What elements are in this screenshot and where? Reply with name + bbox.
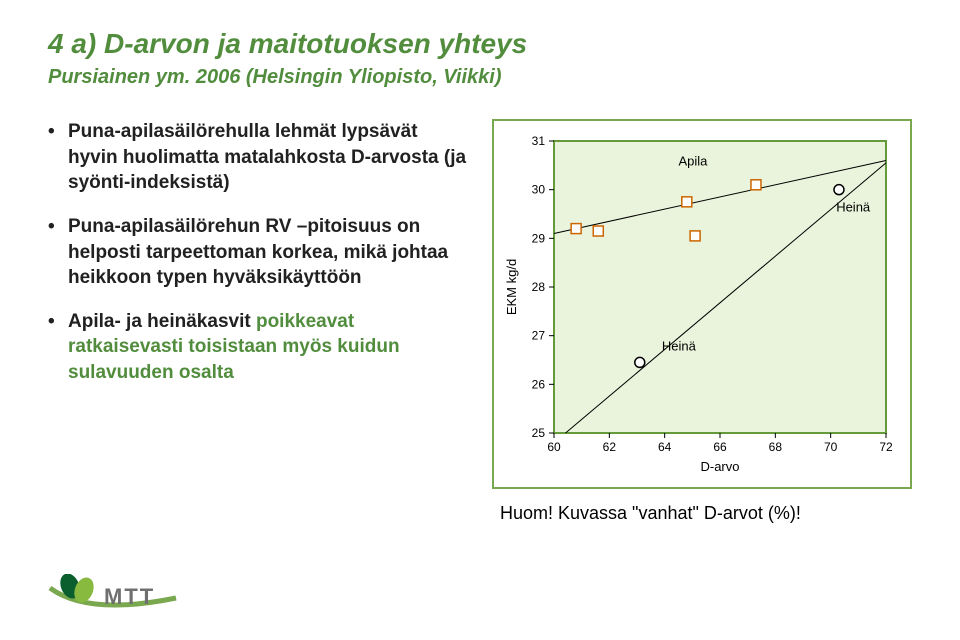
logo-text: MTT [104,584,155,609]
svg-text:Heinä: Heinä [662,338,697,353]
bullet-item: Apila- ja heinäkasvit poikkeavat ratkais… [48,309,468,386]
page-title: 4 a) D-arvon ja maitotuoksen yhteys [48,28,912,60]
chart-container: 60 62 64 66 68 70 72 25 26 27 28 29 30 31 D-arvo EKM kg… [492,119,912,489]
svg-text:64: 64 [658,440,672,454]
svg-text:72: 72 [879,440,893,454]
chart-caption: Huom! Kuvassa "vanhat" D-arvot (%)! [500,503,801,524]
svg-text:29: 29 [532,231,546,245]
mtt-logo: MTT [48,574,188,620]
svg-text:68: 68 [769,440,783,454]
bullet-item: Puna-apilasäilörehulla lehmät lypsävät h… [48,119,468,196]
svg-text:Heinä: Heinä [836,200,871,215]
svg-text:66: 66 [713,440,727,454]
svg-text:Apila: Apila [679,153,709,168]
svg-text:70: 70 [824,440,838,454]
svg-text:30: 30 [532,183,546,197]
svg-text:31: 31 [532,134,546,148]
bullet-item: Puna-apilasäilörehun RV –pitoisuus on he… [48,214,468,291]
svg-text:60: 60 [547,440,561,454]
svg-text:62: 62 [603,440,617,454]
ekm-vs-darvo-chart: 60 62 64 66 68 70 72 25 26 27 28 29 30 31 D-arvo EKM kg… [502,129,902,479]
svg-text:D-arvo: D-arvo [700,459,739,474]
svg-text:EKM kg/d: EKM kg/d [504,259,519,315]
bullet-list: Puna-apilasäilörehulla lehmät lypsävät h… [48,119,468,524]
svg-text:26: 26 [532,377,546,391]
svg-text:28: 28 [532,280,546,294]
svg-text:25: 25 [532,426,546,440]
page-subtitle: Pursiainen ym. 2006 (Helsingin Yliopisto… [48,66,912,89]
svg-text:27: 27 [532,329,546,343]
